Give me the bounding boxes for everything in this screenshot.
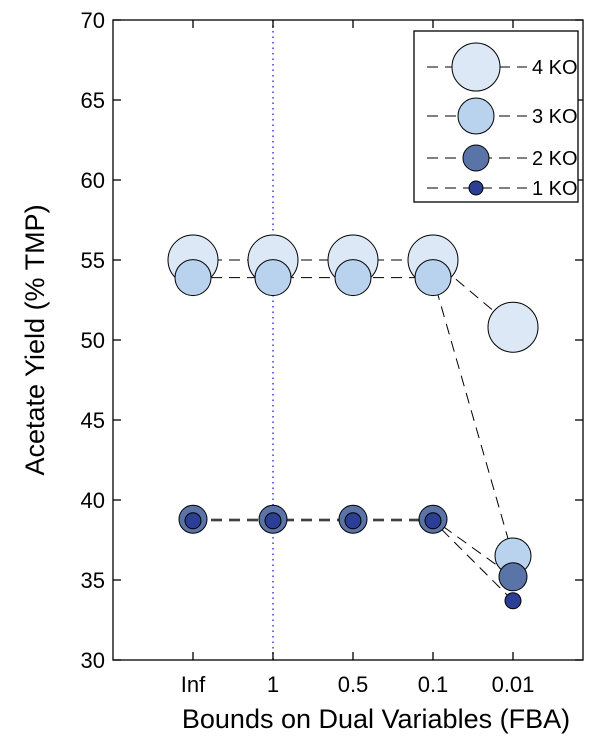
data-point bbox=[174, 259, 212, 297]
legend-label: 4 KO bbox=[532, 57, 578, 79]
y-tick-label: 40 bbox=[81, 488, 105, 513]
series-markers bbox=[167, 234, 539, 610]
y-tick-label: 65 bbox=[81, 88, 105, 113]
data-point bbox=[498, 562, 528, 592]
series-line bbox=[193, 520, 514, 602]
x-tick-label: Inf bbox=[181, 672, 206, 697]
y-tick-label: 45 bbox=[81, 408, 105, 433]
y-tick-label: 60 bbox=[81, 168, 105, 193]
series-line bbox=[193, 259, 514, 328]
legend-marker bbox=[462, 144, 490, 172]
y-tick-label: 30 bbox=[81, 648, 105, 673]
x-tick-label: 0.01 bbox=[492, 672, 535, 697]
legend-label: 3 KO bbox=[532, 106, 578, 128]
series-lines bbox=[193, 259, 514, 602]
legend-marker bbox=[451, 42, 501, 92]
legend-label: 2 KO bbox=[532, 148, 578, 170]
data-point bbox=[487, 301, 539, 353]
data-point bbox=[264, 512, 282, 530]
x-tick-label: 0.5 bbox=[338, 672, 369, 697]
data-point bbox=[254, 259, 292, 297]
legend-marker bbox=[457, 97, 495, 135]
x-axis: Inf 1 0.5 0.1 0.01 bbox=[181, 20, 535, 697]
data-point bbox=[424, 512, 442, 530]
series-line bbox=[193, 518, 514, 578]
y-tick-label: 70 bbox=[81, 8, 105, 33]
y-axis-label: Acetate Yield (% TMP) bbox=[20, 204, 50, 475]
legend-label: 1 KO bbox=[532, 178, 578, 200]
x-axis-label: Bounds on Dual Variables (FBA) bbox=[182, 704, 570, 734]
data-point bbox=[504, 592, 522, 610]
data-point bbox=[334, 259, 372, 297]
data-point bbox=[184, 512, 202, 530]
data-point bbox=[414, 259, 452, 297]
x-tick-label: 1 bbox=[267, 672, 279, 697]
y-tick-label: 55 bbox=[81, 248, 105, 273]
y-tick-label: 35 bbox=[81, 568, 105, 593]
x-tick-label: 0.1 bbox=[418, 672, 449, 697]
data-point bbox=[344, 512, 362, 530]
legend: 4 KO 3 KO 2 KO 1 KO bbox=[413, 30, 579, 203]
legend-marker bbox=[468, 180, 484, 196]
y-axis: 30 35 40 45 50 55 60 65 70 bbox=[81, 8, 583, 673]
y-tick-label: 50 bbox=[81, 328, 105, 353]
